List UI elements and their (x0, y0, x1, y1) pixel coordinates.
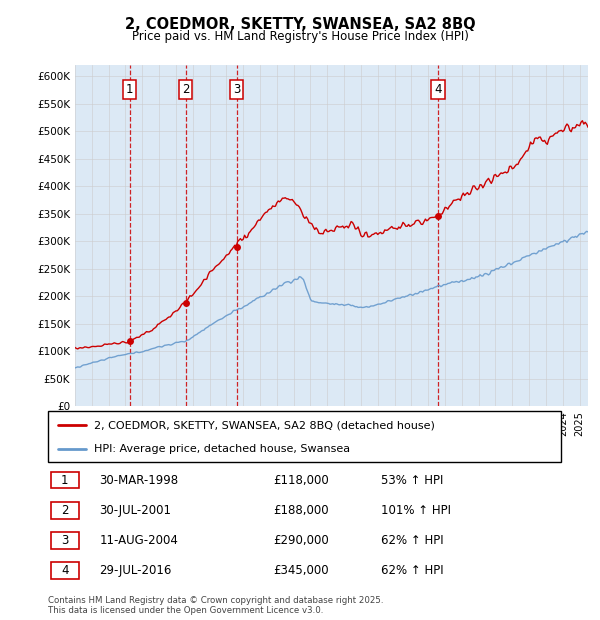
Text: 1: 1 (61, 474, 68, 487)
Text: 3: 3 (61, 534, 68, 547)
Text: 2: 2 (61, 504, 68, 517)
Text: 29-JUL-2016: 29-JUL-2016 (100, 564, 172, 577)
Text: 2, COEDMOR, SKETTY, SWANSEA, SA2 8BQ: 2, COEDMOR, SKETTY, SWANSEA, SA2 8BQ (125, 17, 475, 32)
Text: 4: 4 (434, 83, 442, 96)
Text: 62% ↑ HPI: 62% ↑ HPI (382, 564, 444, 577)
Text: HPI: Average price, detached house, Swansea: HPI: Average price, detached house, Swan… (94, 444, 350, 454)
Text: 4: 4 (61, 564, 68, 577)
Text: £188,000: £188,000 (274, 504, 329, 517)
Text: 62% ↑ HPI: 62% ↑ HPI (382, 534, 444, 547)
Text: 2, COEDMOR, SKETTY, SWANSEA, SA2 8BQ (detached house): 2, COEDMOR, SKETTY, SWANSEA, SA2 8BQ (de… (94, 420, 435, 430)
Text: £290,000: £290,000 (274, 534, 329, 547)
Text: 2: 2 (182, 83, 190, 96)
FancyBboxPatch shape (50, 502, 79, 519)
Text: 1: 1 (126, 83, 133, 96)
FancyBboxPatch shape (50, 532, 79, 549)
Text: £118,000: £118,000 (274, 474, 329, 487)
Text: £345,000: £345,000 (274, 564, 329, 577)
Text: 53% ↑ HPI: 53% ↑ HPI (382, 474, 444, 487)
FancyBboxPatch shape (50, 562, 79, 579)
FancyBboxPatch shape (50, 472, 79, 489)
Text: 30-MAR-1998: 30-MAR-1998 (100, 474, 178, 487)
Text: 101% ↑ HPI: 101% ↑ HPI (382, 504, 451, 517)
Text: Contains HM Land Registry data © Crown copyright and database right 2025.
This d: Contains HM Land Registry data © Crown c… (48, 596, 383, 615)
Text: 11-AUG-2004: 11-AUG-2004 (100, 534, 178, 547)
Text: 3: 3 (233, 83, 241, 96)
Text: 30-JUL-2001: 30-JUL-2001 (100, 504, 172, 517)
Text: Price paid vs. HM Land Registry's House Price Index (HPI): Price paid vs. HM Land Registry's House … (131, 30, 469, 43)
